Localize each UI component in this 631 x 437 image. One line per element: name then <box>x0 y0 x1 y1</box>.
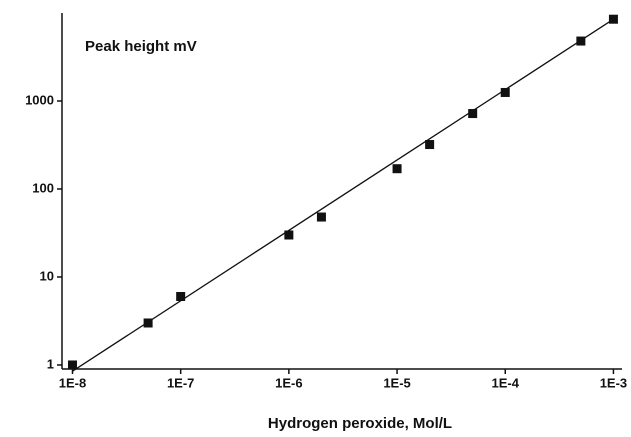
y-tick-label: 100 <box>32 180 54 195</box>
x-tick-label: 1E-4 <box>492 375 520 390</box>
data-point <box>316 212 326 222</box>
x-tick-label: 1E-3 <box>600 375 627 390</box>
data-point <box>284 230 294 240</box>
x-tick-label: 1E-6 <box>275 375 302 390</box>
x-tick-label: 1E-8 <box>59 375 86 390</box>
data-point <box>608 14 618 24</box>
data-point <box>425 140 435 150</box>
y-tick-label: 10 <box>40 268 54 283</box>
x-axis-label: Hydrogen peroxide, Mol/L <box>268 415 452 432</box>
data-point <box>468 109 478 119</box>
y-tick-label: 1000 <box>25 92 54 107</box>
chart-title: Peak height mV <box>85 38 197 55</box>
x-tick-label: 1E-5 <box>383 375 410 390</box>
x-tick-label: 1E-7 <box>167 375 194 390</box>
data-point <box>67 360 77 370</box>
data-point <box>143 318 153 328</box>
data-point <box>500 87 510 97</box>
fit-line <box>72 18 614 372</box>
data-point <box>176 292 186 302</box>
y-tick-label: 1 <box>47 356 54 371</box>
data-point <box>392 164 402 174</box>
data-point <box>576 36 586 46</box>
